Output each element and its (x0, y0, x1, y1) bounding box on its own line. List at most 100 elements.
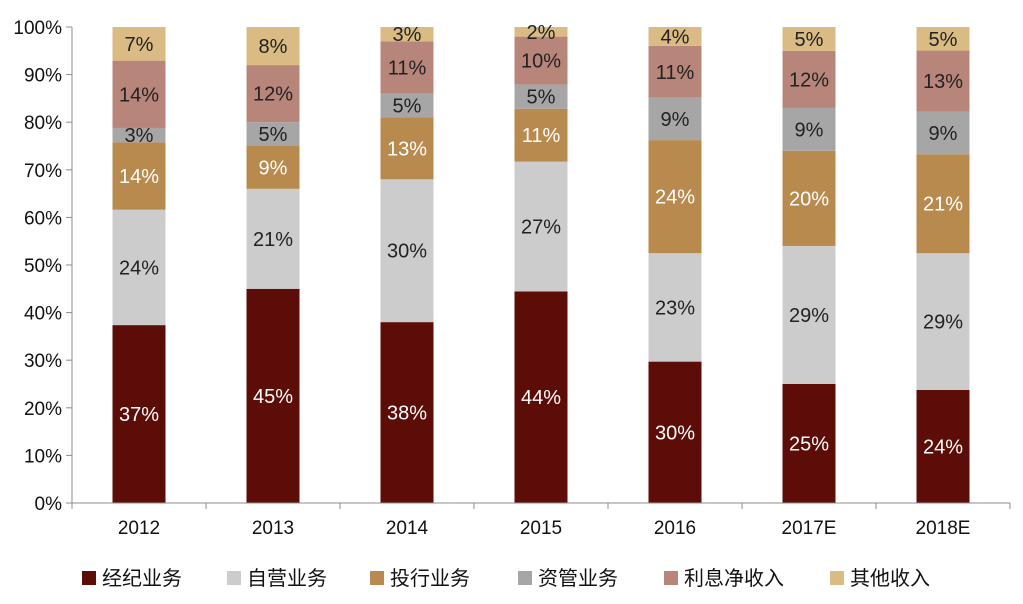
bar-stack: 44% 27% 11% 5% 10% 2% (514, 22, 568, 503)
x-tick-label: 2014 (386, 518, 429, 539)
data-label: 11% (388, 57, 427, 79)
data-label: 30% (387, 241, 427, 263)
legend-item: 其他收入 (830, 566, 930, 590)
legend-item: 利息净收入 (664, 566, 784, 590)
bar-segment (246, 146, 300, 189)
legend-label: 投行业务 (390, 566, 470, 590)
data-label: 5% (929, 29, 958, 51)
bar-segment (514, 291, 568, 503)
bar-segment (648, 27, 702, 46)
data-label: 7% (125, 34, 154, 56)
data-label: 3% (125, 125, 154, 147)
bar-stacks: 37% 24% 14% 3% 14% 7% 45% 21% 9% 5% 12% 8% 38% 30% 13%… (112, 22, 970, 503)
bar-segment (514, 84, 568, 109)
legend: 经纪业务 自营业务 投行业务 资管业务 利息净收入 其他收入 (82, 566, 930, 590)
bar-segment (782, 245, 836, 384)
x-tick-label: 2018E (916, 518, 971, 539)
bar-segment (380, 117, 434, 180)
data-label: 5% (393, 96, 422, 118)
y-tick-label: 50% (24, 256, 62, 277)
bar-segment (514, 36, 568, 85)
data-label: 5% (795, 29, 824, 51)
bar-segment (112, 60, 166, 128)
data-label: 12% (253, 84, 293, 106)
bar-segment (514, 27, 568, 37)
data-label: 3% (393, 24, 422, 46)
data-label: 14% (119, 166, 159, 188)
data-label: 13% (923, 71, 963, 93)
y-axis: 0% 10% 20% 30% 40% 50% 60% 70% 80% 90% 100% (13, 18, 73, 515)
legend-item: 经纪业务 (82, 566, 182, 590)
data-label: 30% (655, 422, 695, 444)
y-tick-label: 60% (24, 208, 62, 229)
bar-segment (782, 150, 836, 246)
legend-label: 利息净收入 (684, 566, 784, 590)
bar-segment (916, 27, 970, 51)
bar-stack: 37% 24% 14% 3% 14% 7% (112, 27, 166, 503)
bar-segment (648, 140, 702, 254)
data-label: 12% (789, 69, 829, 91)
data-label: 9% (661, 109, 690, 131)
bar-segment (916, 253, 970, 390)
y-tick-label: 100% (13, 18, 62, 39)
bar-segment (916, 389, 970, 503)
bar-segment (916, 111, 970, 155)
data-label: 2% (527, 22, 556, 44)
legend-label: 自营业务 (247, 566, 327, 590)
data-label: 9% (929, 123, 958, 145)
data-label: 29% (923, 312, 963, 334)
data-label: 9% (259, 157, 288, 179)
bar-segment (246, 288, 300, 503)
bar-segment (112, 142, 166, 210)
y-tick-label: 30% (24, 351, 62, 372)
data-label: 14% (119, 84, 159, 106)
bar-segment (648, 97, 702, 141)
bar-segment (380, 179, 434, 323)
data-label: 11% (522, 125, 561, 147)
data-label: 8% (259, 36, 288, 58)
legend-swatch (370, 571, 384, 585)
data-label: 24% (923, 436, 963, 458)
legend-item: 自营业务 (227, 566, 327, 590)
legend-label: 资管业务 (538, 566, 618, 590)
bar-segment (648, 253, 702, 362)
bar-segment (380, 322, 434, 503)
bar-segment (648, 45, 702, 98)
x-axis: 2012 2013 2014 2015 2016 2017E 2018E (71, 502, 1011, 539)
data-label: 45% (253, 386, 293, 408)
data-label: 20% (789, 188, 829, 210)
data-label: 24% (655, 187, 695, 209)
y-tick-label: 40% (24, 304, 62, 325)
bar-segment (782, 107, 836, 151)
data-label: 24% (119, 257, 159, 279)
data-label: 21% (923, 194, 963, 216)
bar-segment (648, 361, 702, 503)
data-label: 10% (521, 51, 561, 73)
y-tick-label: 80% (24, 113, 62, 134)
bar-segment (514, 161, 568, 292)
data-label: 11% (656, 62, 695, 84)
bar-stack: 45% 21% 9% 5% 12% 8% (246, 27, 300, 503)
x-tick-label: 2015 (520, 518, 562, 539)
x-tick-label: 2017E (782, 518, 837, 539)
bar-segment (112, 127, 166, 143)
bar-segment (246, 65, 300, 123)
bar-stack: 38% 30% 13% 5% 11% 3% (380, 24, 434, 503)
legend-label: 其他收入 (850, 566, 930, 590)
y-tick-label: 70% (24, 161, 62, 182)
legend-swatch (227, 571, 241, 585)
x-tick-label: 2012 (118, 518, 160, 539)
y-tick-label: 90% (24, 66, 62, 87)
data-label: 21% (253, 229, 293, 251)
bar-segment (380, 41, 434, 94)
bar-segment (246, 122, 300, 146)
bar-segment (916, 50, 970, 112)
bar-segment (380, 27, 434, 42)
legend-item: 资管业务 (518, 566, 618, 590)
legend-swatch (830, 571, 844, 585)
data-label: 5% (527, 87, 556, 109)
bar-segment (380, 93, 434, 118)
data-label: 27% (521, 217, 561, 239)
x-tick-label: 2016 (654, 518, 696, 539)
